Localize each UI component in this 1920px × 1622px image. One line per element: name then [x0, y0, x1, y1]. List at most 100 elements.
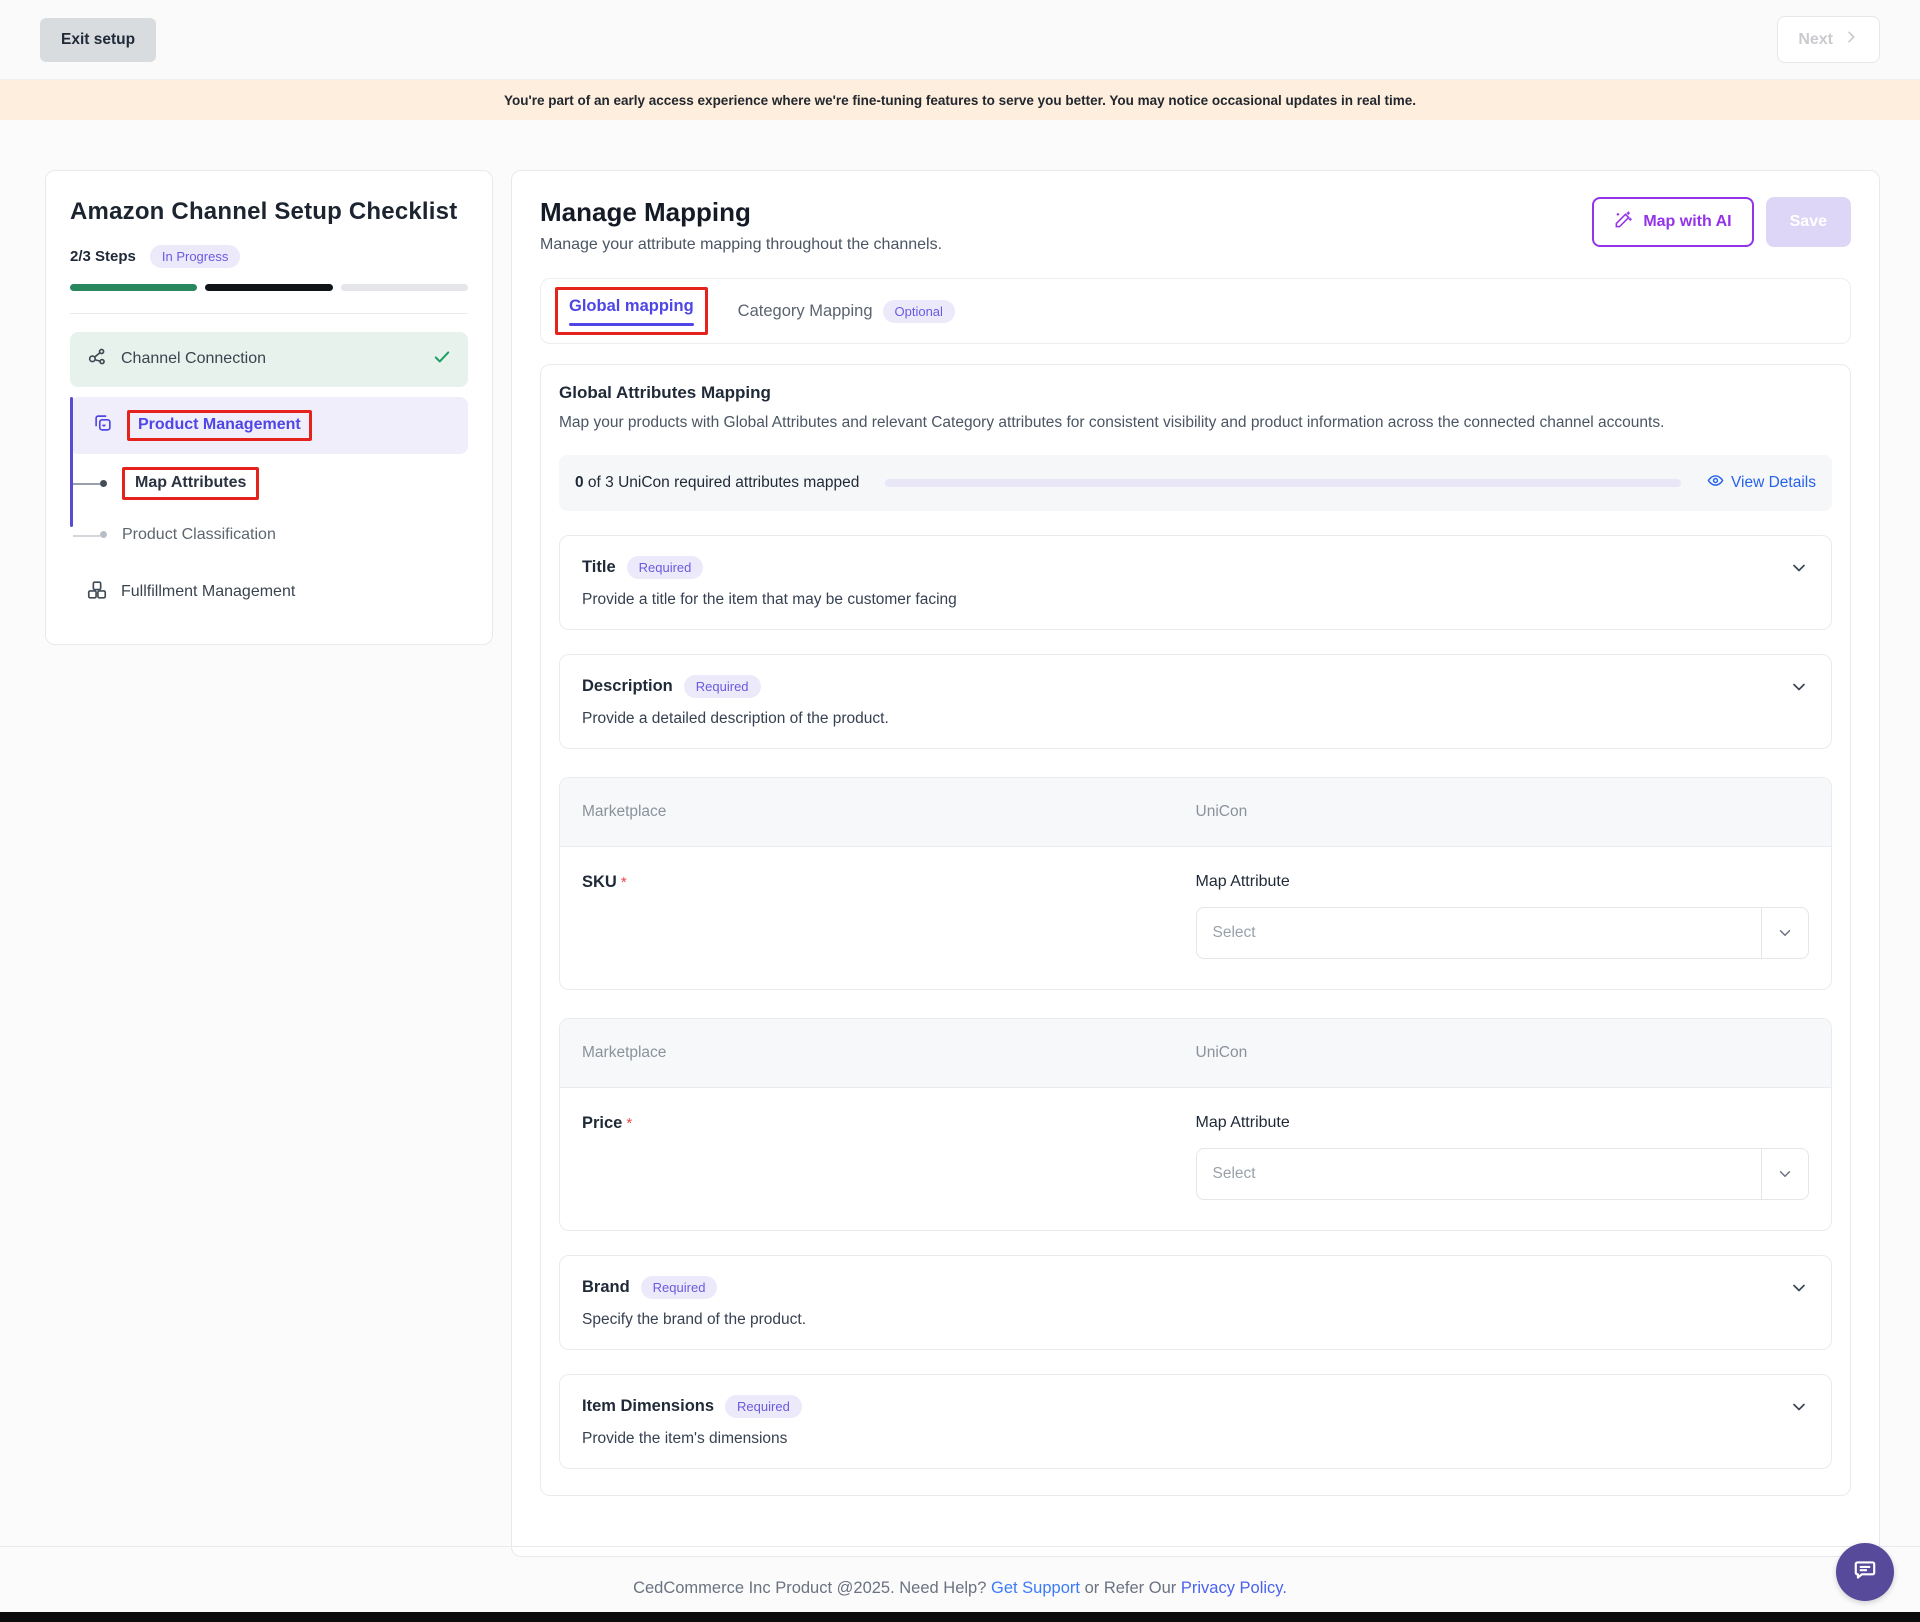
exit-setup-button[interactable]: Exit setup	[40, 17, 157, 62]
attribute-name: Brand	[582, 1278, 630, 1297]
attribute-card-item-dimensions: Item Dimensions Required Provide the ite…	[559, 1374, 1832, 1470]
sidebar-item-product-management[interactable]: Product Management	[70, 396, 468, 454]
tab-global-mapping[interactable]: Global mapping	[569, 297, 694, 326]
next-button-label: Next	[1798, 30, 1833, 48]
status-badge: In Progress	[149, 244, 241, 268]
marketplace-attribute-name: SKU	[582, 873, 617, 892]
marketplace-attribute-name: Price	[582, 1114, 623, 1133]
attribute-card-brand: Brand Required Specify the brand of the …	[559, 1255, 1832, 1351]
attribute-description: Provide a detailed description of the pr…	[582, 710, 889, 728]
copy-icon	[92, 412, 114, 439]
steps-progress-bar	[70, 283, 468, 291]
page-content: Amazon Channel Setup Checklist 2/3 Steps…	[0, 120, 1920, 1558]
page-footer: CedCommerce Inc Product @2025. Need Help…	[0, 1579, 1920, 1598]
tab-category-mapping[interactable]: Category Mapping Optional	[737, 299, 955, 323]
magic-wand-icon	[1614, 210, 1633, 234]
required-asterisk: *	[620, 874, 627, 892]
product-management-group: Product Management Map Attributes Produc…	[70, 396, 468, 557]
sidebar-divider	[70, 312, 468, 314]
footer-text: CedCommerce Inc Product @2025. Need Help…	[633, 1579, 991, 1597]
section-description: Map your products with Global Attributes…	[559, 414, 1665, 431]
eye-icon	[1707, 472, 1724, 494]
map-with-ai-label: Map with AI	[1643, 213, 1732, 230]
tab-category-mapping-label: Category Mapping	[737, 301, 873, 320]
map-with-ai-button[interactable]: Map with AI	[1592, 197, 1754, 247]
sidebar-item-fulfillment-management[interactable]: Fullfillment Management	[70, 565, 468, 620]
select-placeholder: Select	[1212, 1165, 1256, 1183]
early-access-banner-text: You're part of an early access experienc…	[504, 92, 1416, 108]
save-button[interactable]: Save	[1765, 197, 1851, 247]
sidebar-item-label: Product Classification	[122, 525, 276, 543]
attribute-description: Specify the brand of the product.	[582, 1311, 807, 1329]
sidebar-item-label: Fullfillment Management	[121, 583, 296, 601]
chevron-down-icon[interactable]	[1789, 1397, 1809, 1422]
footer-divider	[0, 1546, 1920, 1547]
sidebar-item-label: Product Management	[138, 415, 301, 433]
required-badge: Required	[725, 1395, 802, 1419]
early-access-banner: You're part of an early access experienc…	[0, 80, 1920, 120]
sidebar-item-label: Map Attributes	[135, 473, 247, 491]
sidebar-item-map-attributes[interactable]: Map Attributes	[70, 454, 468, 513]
column-header-unicon: UniCon	[1195, 803, 1248, 821]
checklist-title: Amazon Channel Setup Checklist	[70, 198, 458, 225]
progress-segment-done	[70, 283, 198, 291]
next-button[interactable]: Next	[1777, 16, 1880, 63]
top-bar: Exit setup Next	[0, 0, 1920, 80]
progress-segment-todo	[340, 283, 468, 291]
mapping-table-price: Marketplace UniCon Price * Map Attribute …	[559, 1018, 1832, 1232]
chevron-down-icon	[1761, 908, 1808, 959]
annotation-box-map-attributes: Map Attributes	[122, 466, 260, 500]
sidebar-item-label: Channel Connection	[121, 350, 266, 368]
required-asterisk: *	[626, 1115, 633, 1133]
manage-mapping-panel: Manage Mapping Manage your attribute map…	[511, 170, 1880, 1558]
sku-attribute-select[interactable]: Select	[1195, 907, 1809, 960]
price-attribute-select[interactable]: Select	[1195, 1148, 1809, 1201]
footer-text: or Refer Our	[1079, 1579, 1181, 1597]
section-heading: Global Attributes Mapping	[559, 383, 771, 402]
sidebar-item-product-classification[interactable]: Product Classification	[70, 513, 468, 557]
get-support-link[interactable]: Get Support	[991, 1579, 1080, 1597]
required-attributes-progress: 0 of 3 UniCon required attributes mapped…	[559, 455, 1832, 512]
annotation-box-product-management: Product Management	[127, 409, 312, 441]
attribute-name: Title	[582, 558, 616, 577]
optional-badge: Optional	[882, 299, 955, 323]
required-badge: Required	[683, 675, 761, 699]
bottom-black-strip	[0, 1612, 1920, 1622]
column-header-marketplace: Marketplace	[582, 1044, 667, 1062]
required-badge: Required	[626, 556, 704, 580]
package-icon	[86, 579, 108, 606]
mapping-table-sku: Marketplace UniCon SKU * Map Attribute Se…	[559, 777, 1832, 991]
view-details-label: View Details	[1730, 474, 1816, 492]
chevron-down-icon[interactable]	[1789, 558, 1809, 583]
view-details-link[interactable]: View Details	[1707, 472, 1816, 494]
page-title: Manage Mapping	[540, 197, 751, 227]
chevron-right-icon	[1843, 29, 1859, 50]
mapped-count-text: of 3 UniCon required attributes mapped	[583, 474, 860, 492]
column-header-unicon: UniCon	[1195, 1044, 1248, 1062]
attributes-progress-bar	[885, 479, 1681, 488]
steps-count-label: 2/3 Steps	[70, 247, 136, 265]
map-attribute-label: Map Attribute	[1195, 873, 1290, 891]
attribute-card-title: Title Required Provide a title for the i…	[559, 535, 1832, 631]
chevron-down-icon[interactable]	[1789, 677, 1809, 702]
checkmark-icon	[432, 347, 452, 372]
sidebar-item-channel-connection[interactable]: Channel Connection	[70, 331, 468, 387]
attribute-description: Provide the item's dimensions	[582, 1430, 788, 1448]
attribute-card-description: Description Required Provide a detailed …	[559, 654, 1832, 750]
chat-support-button[interactable]	[1836, 1543, 1894, 1601]
privacy-policy-link[interactable]: Privacy Policy.	[1180, 1579, 1287, 1597]
mapped-count: 0	[575, 474, 584, 492]
page-subtitle: Manage your attribute mapping throughout…	[540, 236, 943, 253]
chevron-down-icon	[1761, 1149, 1808, 1200]
network-icon	[86, 346, 108, 373]
tab-global-mapping-label: Global mapping	[569, 297, 694, 315]
progress-segment-current	[205, 283, 333, 291]
select-placeholder: Select	[1212, 924, 1256, 942]
map-attribute-label: Map Attribute	[1195, 1114, 1290, 1132]
attribute-name: Item Dimensions	[582, 1397, 715, 1416]
chevron-down-icon[interactable]	[1789, 1278, 1809, 1303]
required-badge: Required	[640, 1276, 718, 1300]
global-attributes-section: Global Attributes Mapping Map your produ…	[540, 364, 1851, 1497]
setup-checklist-panel: Amazon Channel Setup Checklist 2/3 Steps…	[45, 170, 493, 645]
attribute-name: Description	[582, 677, 673, 696]
